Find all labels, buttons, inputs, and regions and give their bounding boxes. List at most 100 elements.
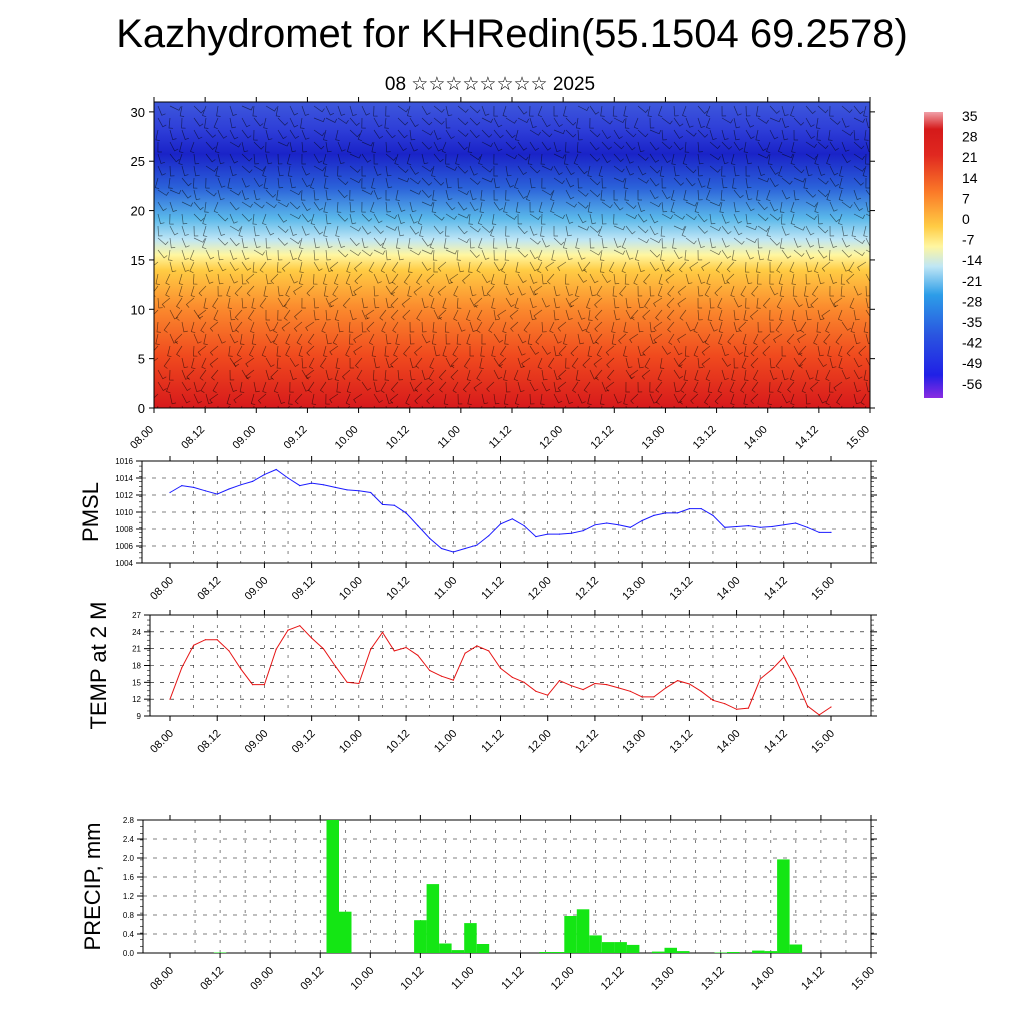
wind-barb — [349, 129, 361, 138]
wind-barb — [393, 345, 399, 358]
wind-barb — [337, 165, 342, 177]
wind-barb — [685, 321, 695, 332]
wind-barb — [655, 393, 663, 405]
wind-barb — [661, 141, 673, 150]
wind-barb — [241, 213, 253, 222]
wind-barb — [313, 105, 325, 113]
wind-barb — [245, 357, 255, 368]
wind-barb — [241, 189, 250, 200]
wind-barb — [478, 153, 483, 166]
wind-barb — [672, 237, 677, 249]
wind-barb — [229, 141, 242, 148]
wind-barb — [577, 201, 589, 209]
wind-barb — [633, 117, 639, 130]
wind-barb — [504, 333, 509, 345]
x-tick-label: 13.12 — [691, 424, 719, 452]
data-point — [358, 682, 360, 685]
wind-barb — [493, 393, 500, 405]
wind-barb — [553, 285, 561, 297]
wind-barb — [394, 153, 399, 166]
wind-barb — [589, 141, 600, 151]
wind-barb — [769, 237, 781, 246]
wind-barb — [452, 345, 459, 357]
wind-barb — [707, 381, 713, 393]
wind-barb — [767, 153, 773, 165]
wind-barb — [553, 117, 563, 127]
wind-barb — [553, 381, 560, 393]
wind-barb — [313, 237, 320, 249]
wind-barb — [529, 249, 539, 260]
wind-barb — [589, 129, 601, 138]
wind-barb — [253, 129, 258, 141]
wind-barb — [191, 357, 196, 370]
wind-barb — [740, 381, 747, 393]
wind-barb — [577, 393, 586, 404]
wind-barb — [249, 345, 255, 358]
wind-barb — [721, 141, 733, 150]
wind-barb — [270, 369, 279, 381]
wind-barb — [697, 309, 703, 321]
wind-barb — [385, 273, 394, 284]
wind-barb — [730, 285, 735, 298]
data-point — [464, 547, 466, 550]
x-tick-label: 11.00 — [432, 728, 459, 755]
wind-barb — [781, 213, 786, 225]
wind-barb — [307, 381, 315, 393]
wind-barb — [829, 117, 841, 125]
y-axis-label: PMSL — [78, 482, 103, 542]
wind-barb — [349, 237, 360, 247]
wind-barb — [157, 189, 169, 196]
wind-barb — [401, 297, 411, 308]
wind-barb — [513, 369, 519, 382]
wind-barb — [265, 225, 275, 236]
wind-barb — [733, 237, 745, 245]
wind-barb — [630, 309, 639, 321]
wind-barb — [181, 177, 192, 187]
wind-barb — [527, 333, 533, 345]
wind-barb — [245, 369, 255, 380]
wind-barb — [805, 213, 817, 220]
wind-barb — [353, 285, 363, 296]
data-point — [181, 485, 183, 487]
wind-barb — [541, 165, 554, 171]
x-tick-label: 09.12 — [290, 728, 318, 756]
data-point — [299, 625, 301, 627]
wind-barb — [565, 225, 572, 237]
wind-barb — [323, 225, 328, 238]
wind-barb — [595, 333, 603, 345]
wind-barb — [673, 141, 684, 151]
wind-barb — [821, 261, 831, 272]
data-point — [240, 668, 242, 670]
wind-barb — [865, 189, 870, 196]
data-point — [783, 656, 785, 658]
wind-barb — [517, 153, 529, 161]
data-point — [452, 679, 454, 681]
wind-barb — [325, 333, 332, 345]
wind-barb — [390, 285, 399, 297]
wind-barb — [205, 141, 216, 150]
wind-barb — [433, 261, 438, 273]
wind-barb — [457, 225, 468, 235]
wind-barb — [361, 189, 374, 195]
wind-barb — [313, 249, 319, 261]
wind-barb — [307, 333, 315, 345]
wind-barb — [781, 177, 793, 185]
wind-barb — [649, 285, 655, 297]
wind-barb — [685, 201, 698, 207]
wind-barb — [849, 297, 855, 310]
wind-barb — [193, 273, 198, 285]
wind-barb — [431, 201, 437, 213]
wind-barb — [541, 297, 550, 308]
wind-barb — [817, 393, 827, 404]
wind-barb — [787, 381, 795, 393]
wind-barb — [793, 129, 799, 141]
wind-barb — [301, 225, 310, 236]
wind-barb — [433, 105, 445, 113]
wind-barb — [313, 141, 325, 150]
wind-barb — [241, 249, 250, 260]
precip-bar — [626, 944, 640, 953]
wind-barb — [349, 333, 354, 345]
wind-barb — [456, 249, 461, 261]
wind-barb — [493, 129, 504, 139]
